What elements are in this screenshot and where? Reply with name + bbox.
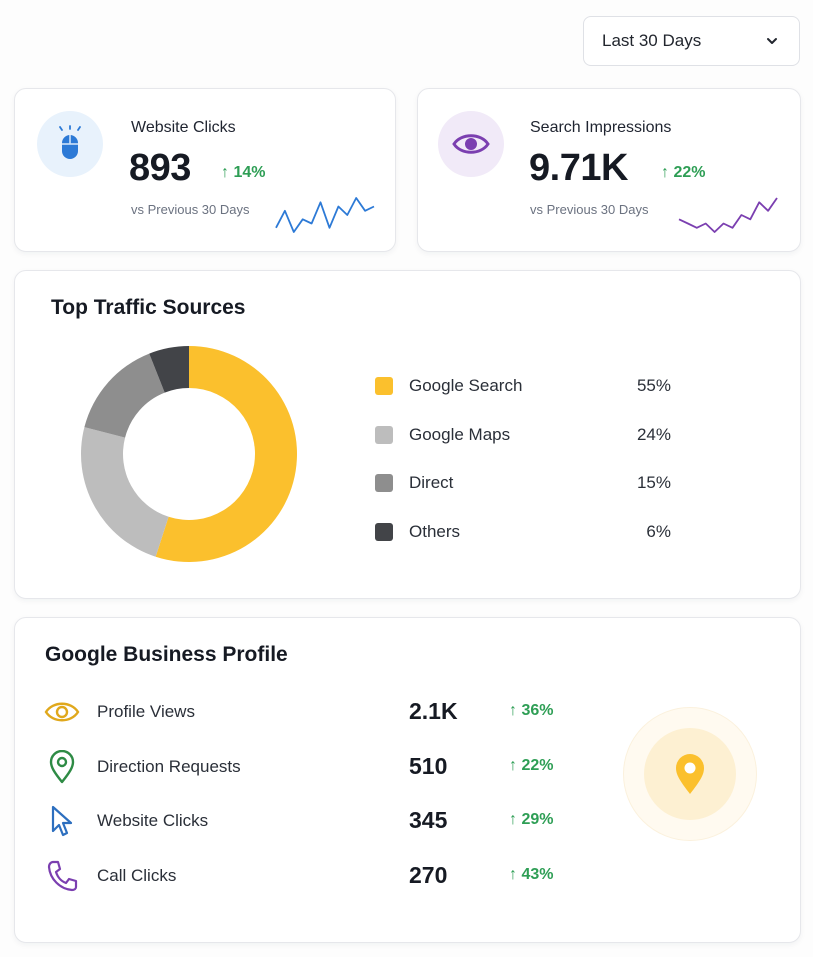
metric-value: 270 — [409, 862, 448, 888]
legend-item: Direct 15% — [375, 471, 675, 495]
legend-label: Google Maps — [409, 425, 511, 444]
location-badge — [623, 707, 757, 841]
legend-swatch — [375, 426, 393, 444]
metric-row-call-clicks: Call Clicks 270 ↑ 43% — [43, 858, 603, 894]
location-badge-inner — [644, 728, 736, 820]
metric-value: 345 — [409, 807, 448, 833]
donut-slice-others — [149, 346, 189, 393]
metric-value: 2.1K — [409, 698, 458, 724]
sparkline-website-clicks — [275, 197, 375, 233]
metric-delta: ↑ 36% — [509, 702, 554, 719]
phone-icon — [43, 858, 81, 894]
legend-label: Google Search — [409, 376, 523, 395]
donut-slice-google-search — [155, 346, 298, 562]
sparkline-path — [678, 197, 778, 233]
kpi-delta: ↑ 22% — [661, 164, 706, 181]
sparkline-path — [275, 197, 375, 233]
legend-swatch — [375, 523, 393, 541]
kpi-subtitle: vs Previous 30 Days — [131, 202, 250, 217]
metric-delta: ↑ 43% — [509, 866, 554, 883]
kpi-card-website-clicks: Website Clicks 893 ↑ 14% vs Previous 30 … — [14, 88, 396, 252]
metric-value: 510 — [409, 753, 448, 779]
metric-label: Call Clicks — [97, 866, 177, 885]
metric-label: Direction Requests — [97, 757, 241, 776]
metric-delta: ↑ 29% — [509, 811, 554, 828]
legend-percent: 55% — [636, 376, 671, 395]
section-title: Top Traffic Sources — [51, 296, 246, 319]
traffic-donut-chart — [80, 346, 298, 562]
legend-item: Others 6% — [375, 520, 675, 544]
legend-label: Others — [409, 522, 461, 541]
legend-item: Google Maps 24% — [375, 423, 675, 447]
date-range-select[interactable]: Last 30 Days — [583, 16, 800, 66]
metric-label: Profile Views — [97, 702, 195, 721]
legend-swatch — [375, 474, 393, 492]
kpi-delta: ↑ 14% — [221, 164, 266, 181]
section-title: Google Business Profile — [45, 643, 288, 666]
kpi-subtitle: vs Previous 30 Days — [530, 202, 649, 217]
location-pin-icon — [676, 754, 704, 794]
map-pin-icon — [43, 749, 81, 785]
date-range-label: Last 30 Days — [602, 31, 702, 50]
metric-label: Website Clicks — [97, 811, 209, 830]
kpi-title: Search Impressions — [530, 119, 672, 136]
kpi-card-search-impressions: Search Impressions 9.71K ↑ 22% vs Previo… — [417, 88, 801, 252]
mouse-icon — [37, 111, 103, 177]
kpi-value: 893 — [129, 147, 191, 189]
eye-icon — [43, 694, 81, 730]
legend-swatch — [375, 377, 393, 395]
cursor-icon — [43, 803, 81, 839]
legend-percent: 24% — [636, 425, 671, 444]
eye-icon — [438, 111, 504, 177]
donut-slice-direct — [84, 353, 165, 438]
kpi-title: Website Clicks — [131, 119, 236, 136]
metric-row-direction-requests: Direction Requests 510 ↑ 22% — [43, 749, 603, 785]
business-profile-card: Google Business Profile Profile Views 2.… — [14, 617, 801, 943]
metric-row-profile-views: Profile Views 2.1K ↑ 36% — [43, 694, 603, 730]
kpi-value: 9.71K — [529, 147, 628, 189]
legend-item: Google Search 55% — [375, 374, 675, 398]
legend-label: Direct — [409, 473, 454, 492]
metric-delta: ↑ 22% — [509, 757, 554, 774]
chevron-down-icon — [765, 34, 779, 48]
sparkline-search-impressions — [678, 197, 778, 233]
donut-slice-google-maps — [80, 427, 169, 557]
legend-percent: 15% — [636, 473, 671, 492]
metric-row-website-clicks: Website Clicks 345 ↑ 29% — [43, 803, 603, 839]
traffic-sources-card: Top Traffic Sources Google Search 55% Go… — [14, 270, 801, 599]
legend-percent: 6% — [646, 522, 671, 541]
